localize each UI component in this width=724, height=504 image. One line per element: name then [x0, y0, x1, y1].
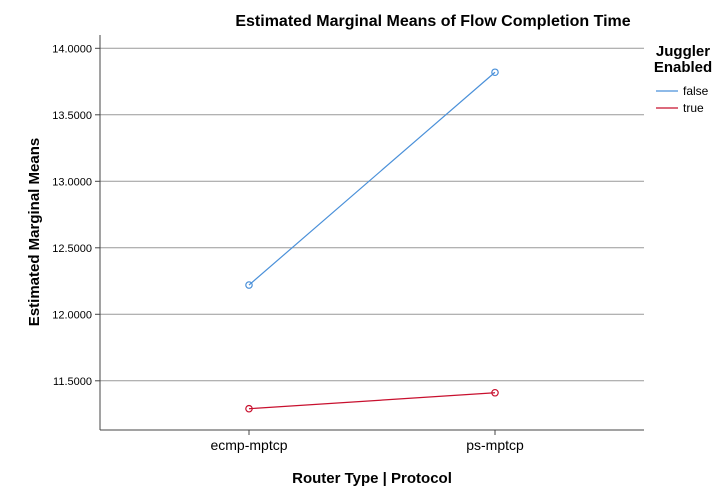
x-tick-label: ps-mptcp: [466, 437, 524, 453]
series-lines: [245, 68, 499, 413]
legend: Juggler Enabled false true: [654, 43, 712, 115]
y-tick-labels: 11.5000 12.0000 12.5000 13.0000 13.5000 14.00…: [52, 43, 100, 388]
legend-label: true: [683, 101, 704, 115]
series-line: [248, 71, 496, 286]
series-false: [245, 68, 499, 289]
x-tick-labels: ecmp-mptcp ps-mptcp: [210, 430, 524, 453]
y-tick-label: 13.5000: [52, 110, 92, 122]
y-tick-label: 14.0000: [52, 43, 92, 55]
legend-label: false: [683, 84, 709, 98]
y-axis-title: Estimated Marginal Means: [26, 138, 43, 326]
x-tick-label: ecmp-mptcp: [210, 437, 287, 453]
data-point: [245, 404, 253, 413]
legend-title-line1: Juggler: [656, 43, 710, 60]
data-point: [491, 388, 499, 397]
y-tick-label: 11.5000: [53, 376, 92, 388]
data-point: [491, 68, 499, 77]
gridlines: [100, 47, 644, 382]
x-axis-title: Router Type | Protocol: [292, 470, 452, 487]
data-point: [245, 281, 253, 289]
chart-title: Estimated Marginal Means of Flow Complet…: [235, 13, 630, 30]
legend-title-line2: Enabled: [654, 59, 712, 76]
y-tick-label: 12.5000: [52, 243, 92, 255]
y-tick-label: 12.0000: [52, 309, 92, 321]
series-true: [245, 388, 499, 413]
y-tick-label: 13.0000: [52, 176, 92, 188]
series-line: [248, 392, 496, 410]
